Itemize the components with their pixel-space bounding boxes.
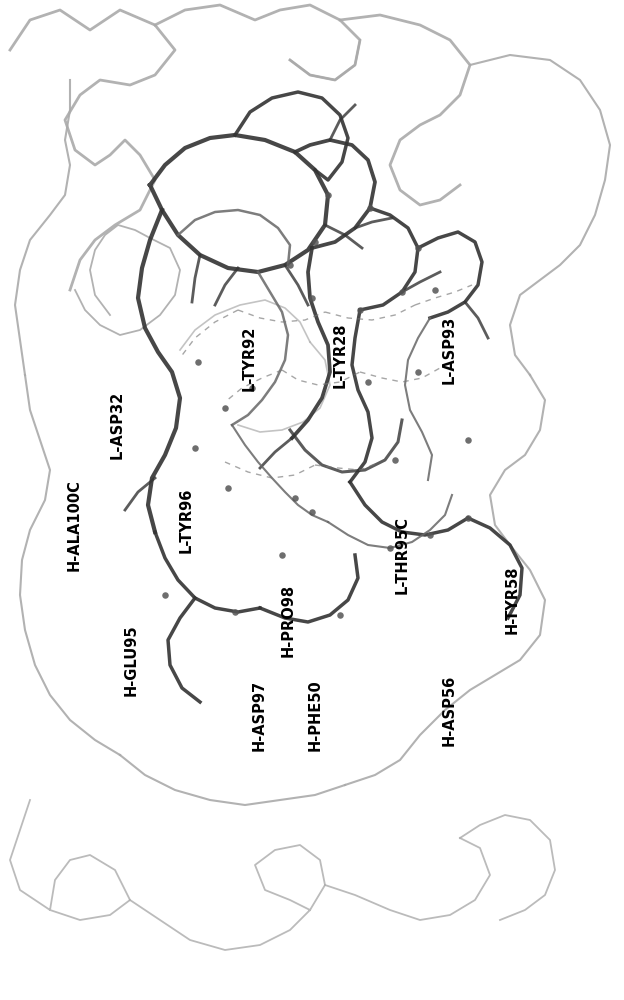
Text: L-ASP32: L-ASP32	[110, 391, 125, 459]
Text: L-ASP93: L-ASP93	[442, 316, 457, 384]
Text: H-ASP97: H-ASP97	[251, 679, 266, 751]
Point	[323, 187, 333, 203]
Point	[190, 440, 200, 456]
Point	[365, 200, 375, 216]
Point	[290, 490, 300, 506]
Point	[247, 380, 257, 396]
Point	[413, 240, 423, 256]
Point	[160, 587, 170, 603]
Point	[223, 480, 233, 496]
Point	[277, 547, 287, 563]
Point	[193, 354, 203, 370]
Point	[397, 284, 407, 300]
Point	[355, 302, 365, 318]
Text: L-THR95C: L-THR95C	[395, 516, 410, 594]
Point	[335, 607, 345, 623]
Text: L-TYR96: L-TYR96	[178, 487, 193, 553]
Text: H-GLU95: H-GLU95	[124, 624, 139, 696]
Text: L-TYR28: L-TYR28	[333, 322, 348, 388]
Point	[385, 540, 395, 556]
Point	[425, 527, 435, 543]
Point	[363, 374, 373, 390]
Point	[413, 364, 423, 380]
Point	[230, 604, 240, 620]
Point	[463, 432, 473, 448]
Point	[310, 234, 320, 250]
Text: L-TYR92: L-TYR92	[242, 325, 257, 391]
Text: H-PRO98: H-PRO98	[281, 583, 296, 657]
Text: H-ASP56: H-ASP56	[442, 674, 457, 746]
Point	[430, 282, 440, 298]
Point	[463, 510, 473, 526]
Point	[307, 504, 317, 520]
Point	[307, 290, 317, 306]
Text: H-TYR58: H-TYR58	[504, 566, 519, 634]
Point	[390, 452, 400, 468]
Text: H-ALA100C: H-ALA100C	[66, 479, 81, 571]
Point	[220, 400, 230, 416]
Point	[285, 257, 295, 273]
Text: H-PHE50: H-PHE50	[308, 679, 323, 751]
